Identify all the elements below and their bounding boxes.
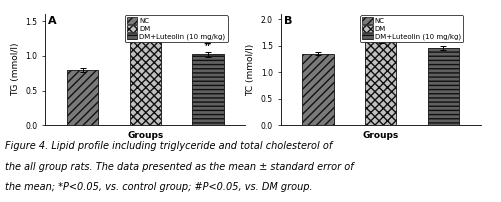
- Bar: [303, 54, 334, 125]
- Text: B: B: [284, 16, 292, 26]
- Text: the mean; *P<0.05, vs. control group; #P<0.05, vs. DM group.: the mean; *P<0.05, vs. control group; #P…: [5, 182, 313, 192]
- Text: #: #: [204, 38, 212, 48]
- Bar: [365, 41, 396, 125]
- Bar: [67, 70, 98, 125]
- Y-axis label: TG (mmol/l): TG (mmol/l): [11, 43, 20, 96]
- Bar: [192, 54, 223, 125]
- Legend: NC, DM, DM+Luteolin (10 mg/kg): NC, DM, DM+Luteolin (10 mg/kg): [360, 15, 463, 42]
- Y-axis label: TC (mmol/l): TC (mmol/l): [246, 44, 255, 96]
- Text: Figure 4. Lipid profile including triglyceride and total cholesterol of: Figure 4. Lipid profile including trigly…: [5, 141, 332, 152]
- Bar: [428, 48, 459, 125]
- Bar: [130, 34, 161, 125]
- Legend: NC, DM, DM+Luteolin (10 mg/kg): NC, DM, DM+Luteolin (10 mg/kg): [125, 15, 227, 42]
- Text: the all group rats. The data presented as the mean ± standard error of: the all group rats. The data presented a…: [5, 162, 354, 172]
- Text: *: *: [378, 25, 383, 35]
- X-axis label: Groups: Groups: [363, 131, 399, 140]
- Text: A: A: [48, 16, 57, 26]
- X-axis label: Groups: Groups: [127, 131, 163, 140]
- Text: *: *: [143, 17, 148, 27]
